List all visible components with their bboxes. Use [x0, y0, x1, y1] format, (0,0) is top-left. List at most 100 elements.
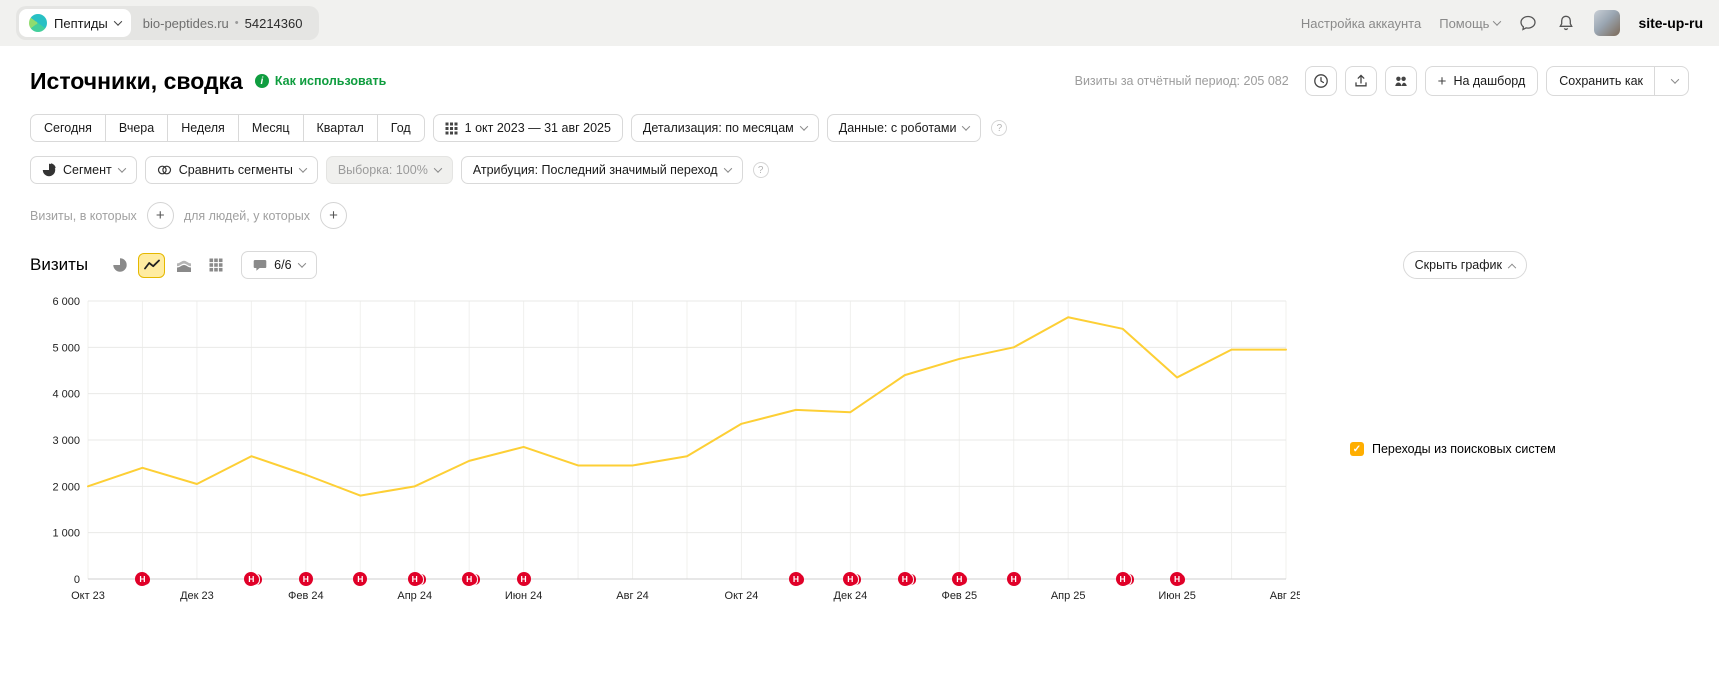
chevron-down-icon: [299, 164, 307, 172]
svg-text:5 000: 5 000: [52, 342, 80, 354]
attribution-dropdown[interactable]: Атрибуция: Последний значимый переход: [461, 156, 743, 184]
goals-dropdown[interactable]: 6/6: [241, 251, 316, 279]
how-to-use-link[interactable]: i Как использовать: [255, 74, 386, 88]
svg-text:0: 0: [74, 574, 80, 586]
chart-canvas[interactable]: 01 0002 0003 0004 0005 0006 000Окт 23Дек…: [30, 293, 1300, 605]
update-marker[interactable]: Н: [952, 572, 972, 586]
legend-checkbox[interactable]: ✓: [1350, 442, 1364, 456]
app-selector[interactable]: Пептиды: [19, 9, 131, 37]
date-range-label: 1 окт 2023 — 31 авг 2025: [465, 121, 611, 135]
svg-text:Дек 23: Дек 23: [180, 590, 214, 602]
save-as-label: Сохранить как: [1559, 74, 1643, 88]
detail-dropdown[interactable]: Детализация: по месяцам: [631, 114, 819, 142]
update-marker-arc: [856, 574, 861, 585]
svg-text:Июн 25: Июн 25: [1158, 590, 1196, 602]
add-people-filter-button[interactable]: +: [320, 202, 347, 229]
svg-text:4 000: 4 000: [52, 389, 80, 401]
svg-text:Апр 24: Апр 24: [397, 590, 432, 602]
pie-segment-icon: [42, 163, 56, 177]
compare-segments-dropdown[interactable]: Сравнить сегменты: [145, 156, 318, 184]
svg-text:Фев 25: Фев 25: [941, 590, 977, 602]
save-as-button[interactable]: Сохранить как: [1546, 66, 1689, 96]
comment-bubble-icon: [253, 258, 267, 272]
visits-line-chart[interactable]: 01 0002 0003 0004 0005 0006 000Окт 23Дек…: [30, 293, 1300, 605]
preset-week[interactable]: Неделя: [167, 114, 239, 142]
chevron-down-icon: [962, 122, 970, 130]
segment-dropdown[interactable]: Сегмент: [30, 156, 137, 184]
how-to-use-label: Как использовать: [275, 74, 386, 88]
users-access-button[interactable]: [1385, 66, 1417, 96]
update-marker[interactable]: Н: [299, 572, 319, 586]
add-visit-filter-button[interactable]: +: [147, 202, 174, 229]
counter-site: bio-peptides.ru: [143, 16, 229, 31]
svg-text:Июн 24: Июн 24: [505, 590, 543, 602]
user-avatar[interactable]: [1594, 10, 1620, 36]
help-menu[interactable]: Помощь: [1439, 16, 1500, 31]
update-marker[interactable]: Н: [1116, 572, 1136, 586]
sampling-dropdown[interactable]: Выборка: 100%: [326, 156, 453, 184]
legend-item-search[interactable]: ✓ Переходы из поисковых систем: [1350, 442, 1689, 456]
svg-text:Окт 23: Окт 23: [71, 590, 105, 602]
period-toolbar: Сегодня Вчера Неделя Месяц Квартал Год 1…: [30, 114, 1689, 142]
update-marker[interactable]: Н: [353, 572, 373, 586]
chart-type-line-button[interactable]: [138, 253, 165, 278]
preset-year[interactable]: Год: [377, 114, 425, 142]
chevron-down-icon: [114, 17, 122, 25]
update-marker-badge: Н: [299, 572, 313, 586]
hide-chart-button[interactable]: Скрыть график: [1403, 251, 1527, 279]
username: site-up-ru: [1638, 15, 1703, 31]
stacked-area-icon: [176, 257, 192, 273]
calendar-grid-icon: [445, 122, 458, 135]
update-marker-badge: Н: [789, 572, 803, 586]
update-marker-badge: Н: [408, 572, 422, 586]
dashboard-label: На дашборд: [1453, 74, 1525, 88]
export-button[interactable]: [1345, 66, 1377, 96]
account-settings-link[interactable]: Настройка аккаунта: [1301, 16, 1421, 31]
counter-switcher[interactable]: Пептиды bio-peptides.ru • 54214360: [16, 6, 319, 40]
preset-quarter[interactable]: Квартал: [303, 114, 378, 142]
help-question-icon[interactable]: ?: [991, 120, 1007, 136]
notifications-bell-icon[interactable]: [1556, 13, 1576, 33]
update-marker[interactable]: Н: [843, 572, 863, 586]
chevron-up-icon: [1508, 264, 1516, 272]
update-marker[interactable]: Н: [789, 572, 809, 586]
chart-section: 01 0002 0003 0004 0005 0006 000Окт 23Дек…: [30, 293, 1689, 605]
svg-text:Окт 24: Окт 24: [725, 590, 759, 602]
update-marker[interactable]: Н: [244, 572, 264, 586]
svg-text:6 000: 6 000: [52, 296, 80, 308]
compare-segments-icon: [157, 163, 172, 177]
svg-text:1 000: 1 000: [52, 528, 80, 540]
update-marker[interactable]: Н: [1007, 572, 1027, 586]
filter-toolbar: Визиты, в которых + для людей, у которых…: [30, 202, 1689, 229]
update-marker[interactable]: Н: [517, 572, 537, 586]
topbar: Пептиды bio-peptides.ru • 54214360 Настр…: [0, 0, 1719, 46]
date-range-picker[interactable]: 1 окт 2023 — 31 авг 2025: [433, 114, 623, 142]
share-icon: [1353, 73, 1369, 89]
update-marker[interactable]: Н: [408, 572, 428, 586]
update-marker[interactable]: Н: [135, 572, 155, 586]
preset-month[interactable]: Месяц: [238, 114, 304, 142]
chevron-down-icon: [1493, 17, 1501, 25]
chart-type-pie-button[interactable]: [106, 253, 133, 278]
history-clock-button[interactable]: [1305, 66, 1337, 96]
chart-type-area-button[interactable]: [170, 253, 197, 278]
preset-today[interactable]: Сегодня: [30, 114, 106, 142]
update-marker[interactable]: Н: [898, 572, 918, 586]
detail-label: Детализация: по месяцам: [643, 121, 794, 135]
update-marker[interactable]: Н: [1170, 572, 1190, 586]
preset-yesterday[interactable]: Вчера: [105, 114, 168, 142]
add-to-dashboard-button[interactable]: + На дашборд: [1425, 66, 1539, 96]
visits-filter-label: Визиты, в которых: [30, 209, 137, 223]
chevron-down-icon: [434, 164, 442, 172]
counter-info[interactable]: bio-peptides.ru • 54214360: [131, 16, 317, 31]
help-question-icon[interactable]: ?: [753, 162, 769, 178]
compare-label: Сравнить сегменты: [179, 163, 293, 177]
chart-type-table-button[interactable]: [202, 253, 229, 278]
data-mode-dropdown[interactable]: Данные: с роботами: [827, 114, 982, 142]
save-as-dropdown[interactable]: [1662, 67, 1688, 95]
update-marker[interactable]: Н: [462, 572, 482, 586]
svg-text:2 000: 2 000: [52, 481, 80, 493]
legend-label: Переходы из поисковых систем: [1372, 442, 1556, 456]
chat-icon[interactable]: [1518, 13, 1538, 33]
sampling-label: Выборка: 100%: [338, 163, 428, 177]
